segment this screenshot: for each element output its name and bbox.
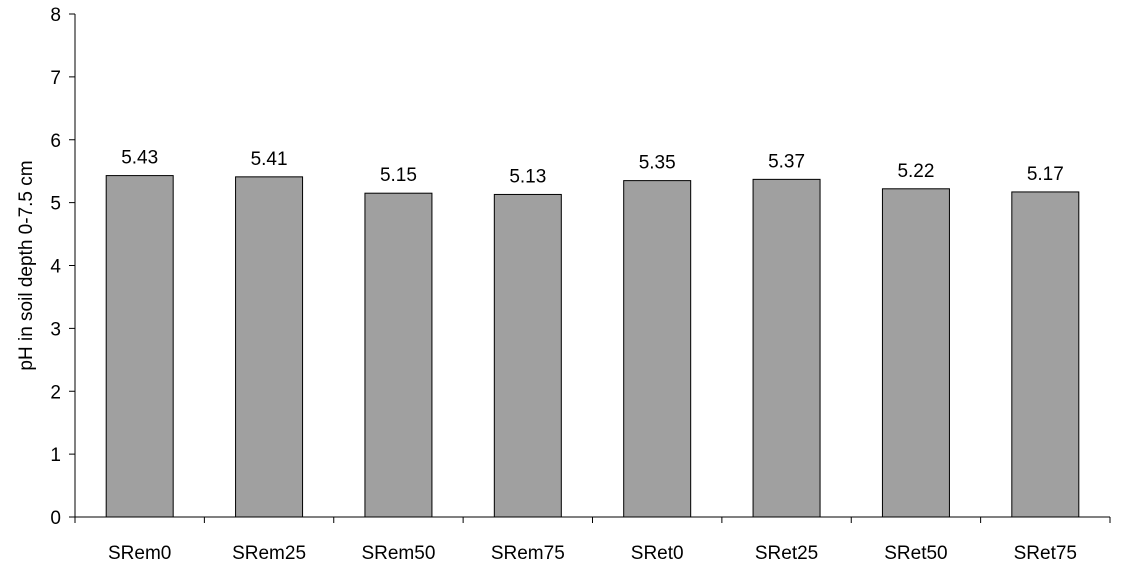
y-axis-title: pH in soil depth 0-7.5 cm bbox=[16, 160, 37, 370]
y-tick-label: 3 bbox=[50, 319, 61, 340]
data-label: 5.13 bbox=[509, 166, 546, 187]
y-tick-label: 8 bbox=[50, 5, 61, 26]
data-label: 5.15 bbox=[380, 165, 417, 186]
data-label: 5.35 bbox=[639, 153, 676, 174]
x-tick-label: SRet0 bbox=[631, 543, 684, 564]
x-tick-label: SRem75 bbox=[491, 543, 565, 564]
data-label: 5.17 bbox=[1027, 164, 1064, 185]
data-label: 5.37 bbox=[768, 151, 805, 172]
bar-srem0 bbox=[105, 175, 174, 518]
bar-sret0 bbox=[623, 180, 692, 518]
y-tick-label: 4 bbox=[50, 257, 61, 278]
bar-srem50 bbox=[364, 192, 433, 518]
x-tick-label: SRet25 bbox=[755, 543, 818, 564]
x-tick-label: SRem50 bbox=[361, 543, 435, 564]
bars-group bbox=[105, 175, 1080, 518]
y-tick-label: 6 bbox=[50, 131, 61, 152]
bar-sret75 bbox=[1011, 191, 1080, 518]
x-tick-label: SRet50 bbox=[884, 543, 947, 564]
x-tick-label: SRem25 bbox=[232, 543, 306, 564]
data-label: 5.22 bbox=[897, 161, 934, 182]
y-tick-label: 7 bbox=[50, 68, 61, 89]
bar-srem75 bbox=[493, 193, 562, 518]
y-tick-label: 1 bbox=[50, 445, 61, 466]
bar-sret25 bbox=[752, 178, 821, 518]
data-label: 5.41 bbox=[251, 149, 288, 170]
y-tick-label: 5 bbox=[50, 194, 61, 215]
y-tick-label: 2 bbox=[50, 382, 61, 403]
bar-srem25 bbox=[235, 176, 304, 518]
bar-sret50 bbox=[881, 188, 950, 518]
y-tick-label: 0 bbox=[50, 508, 61, 529]
x-axis-ticks: SRem0 SRem25 SRem50 SRem75 SRet0 SRet25 SRet50… bbox=[74, 517, 1111, 564]
x-tick-label: SRem0 bbox=[108, 543, 171, 564]
x-tick-label: SRet75 bbox=[1014, 543, 1077, 564]
data-label: 5.43 bbox=[121, 148, 158, 169]
y-axis-ticks: 0 1 2 3 4 5 6 7 8 bbox=[50, 5, 75, 529]
data-labels-group: 5.43 5.41 5.15 5.13 5.35 5.37 5.22 5.17 bbox=[121, 148, 1064, 188]
